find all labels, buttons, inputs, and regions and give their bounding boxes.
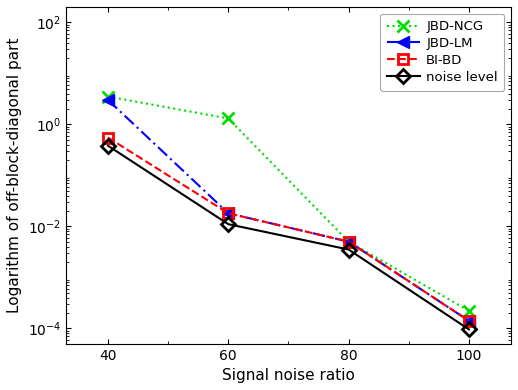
JBD-LM <box>466 319 472 323</box>
Line: BI-BD: BI-BD <box>103 133 474 326</box>
Y-axis label: Logarithm of off-block-diagonal part: Logarithm of off-block-diagonal part <box>7 37 22 313</box>
BI-BD <box>225 211 232 216</box>
BI-BD <box>105 135 111 140</box>
JBD-NCG <box>466 308 472 313</box>
noise level <box>466 327 472 332</box>
X-axis label: Signal noise ratio: Signal noise ratio <box>222 368 355 383</box>
JBD-NCG <box>105 94 111 99</box>
JBD-NCG <box>225 116 232 121</box>
noise level <box>346 247 352 252</box>
JBD-NCG <box>346 239 352 244</box>
JBD-LM <box>346 239 352 244</box>
Legend: JBD-NCG, JBD-LM, BI-BD, noise level: JBD-NCG, JBD-LM, BI-BD, noise level <box>380 14 505 90</box>
JBD-LM <box>225 211 232 216</box>
BI-BD <box>466 319 472 323</box>
Line: JBD-LM: JBD-LM <box>102 94 475 327</box>
Line: JBD-NCG: JBD-NCG <box>102 90 475 317</box>
BI-BD <box>346 239 352 244</box>
noise level <box>105 144 111 148</box>
noise level <box>225 222 232 227</box>
JBD-LM <box>105 98 111 102</box>
Line: noise level: noise level <box>103 141 474 334</box>
